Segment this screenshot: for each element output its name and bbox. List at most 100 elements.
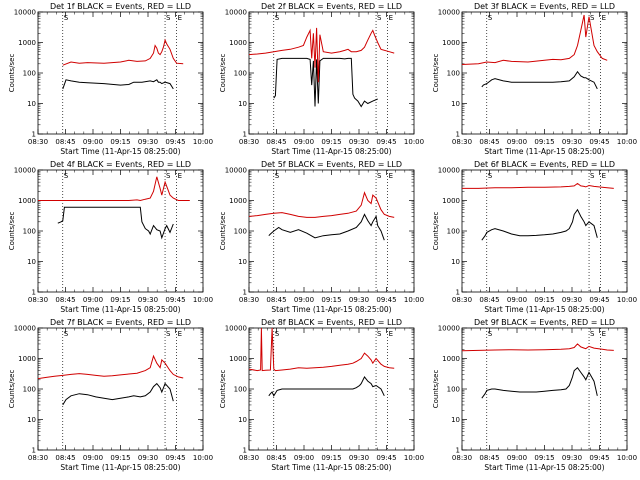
x-tick-label: 09:45 bbox=[589, 138, 609, 146]
x-tick-label: 09:15 bbox=[110, 138, 130, 146]
x-tick-label: 09:00 bbox=[83, 296, 103, 304]
panel-title: Det 9f BLACK = Events, RED = LLD bbox=[474, 318, 615, 327]
time-marker-label: S bbox=[488, 330, 493, 338]
x-tick-label: 09:00 bbox=[294, 138, 314, 146]
x-tick-label: 09:15 bbox=[110, 454, 130, 462]
x-tick-label: 08:45 bbox=[266, 138, 286, 146]
x-tick-label: 09:15 bbox=[534, 454, 554, 462]
time-marker-label: S bbox=[64, 14, 69, 22]
x-tick-label: 08:30 bbox=[28, 138, 48, 146]
time-marker-label: E bbox=[389, 172, 393, 180]
x-tick-label: 08:30 bbox=[239, 454, 259, 462]
x-tick-label: 10:00 bbox=[404, 138, 424, 146]
events-series-line bbox=[481, 70, 598, 90]
x-tick-label: 09:15 bbox=[321, 454, 341, 462]
lld-series-line bbox=[462, 182, 614, 189]
x-tick-label: 09:45 bbox=[589, 296, 609, 304]
x-axis-label: Start Time (11-Apr-15 08:25:00) bbox=[60, 147, 180, 156]
y-tick-label: 1 bbox=[243, 289, 247, 297]
time-marker-label: E bbox=[389, 330, 393, 338]
detector-panel-3: Det 3f BLACK = Events, RED = LLD 1 10 100 10… bbox=[432, 2, 637, 156]
time-marker-label: S bbox=[64, 330, 69, 338]
lld-series-line bbox=[62, 38, 184, 66]
x-tick-label: 09:00 bbox=[294, 454, 314, 462]
y-axis-label: Counts/sec bbox=[219, 212, 227, 251]
x-tick-label: 09:30 bbox=[349, 454, 369, 462]
y-tick-label: 1000 bbox=[18, 355, 36, 363]
time-marker-label: E bbox=[389, 14, 393, 22]
x-tick-label: 08:30 bbox=[452, 454, 472, 462]
y-tick-label: 100 bbox=[234, 228, 247, 236]
lld-series-line bbox=[249, 191, 395, 218]
x-tick-label: 09:00 bbox=[83, 454, 103, 462]
x-tick-label: 08:45 bbox=[55, 454, 75, 462]
time-marker-label: S bbox=[488, 172, 493, 180]
x-tick-label: 09:45 bbox=[165, 138, 185, 146]
time-marker-label: S bbox=[275, 14, 280, 22]
y-tick-label: 1 bbox=[32, 131, 36, 139]
x-axis-label: Start Time (11-Apr-15 08:25:00) bbox=[271, 305, 391, 314]
y-axis-label: Counts/sec bbox=[219, 370, 227, 409]
x-tick-label: 09:15 bbox=[321, 138, 341, 146]
y-tick-label: 100 bbox=[234, 70, 247, 78]
time-marker-label: S bbox=[166, 330, 171, 338]
y-tick-label: 1000 bbox=[442, 197, 460, 205]
y-axis-label: Counts/sec bbox=[8, 370, 16, 409]
x-tick-label: 10:00 bbox=[617, 296, 637, 304]
events-series-line bbox=[481, 208, 598, 241]
events-series-line bbox=[62, 382, 174, 406]
y-tick-label: 10000 bbox=[225, 167, 247, 175]
x-tick-label: 08:30 bbox=[239, 296, 259, 304]
panel-title: Det 2f BLACK = Events, RED = LLD bbox=[261, 2, 402, 11]
panel-title: Det 1f BLACK = Events, RED = LLD bbox=[50, 2, 191, 11]
x-axis-label: Start Time (11-Apr-15 08:25:00) bbox=[60, 463, 180, 472]
x-axis-label: Start Time (11-Apr-15 08:25:00) bbox=[271, 463, 391, 472]
x-tick-label: 08:30 bbox=[452, 138, 472, 146]
y-tick-label: 10 bbox=[238, 416, 247, 424]
x-tick-label: 09:30 bbox=[349, 138, 369, 146]
x-tick-label: 09:30 bbox=[562, 138, 582, 146]
time-marker-label: S bbox=[488, 14, 493, 22]
y-tick-label: 100 bbox=[23, 70, 36, 78]
y-tick-label: 1 bbox=[32, 447, 36, 455]
y-tick-label: 10000 bbox=[225, 325, 247, 333]
y-tick-label: 100 bbox=[447, 228, 460, 236]
x-tick-label: 08:30 bbox=[239, 138, 259, 146]
y-tick-label: 1000 bbox=[18, 197, 36, 205]
x-tick-label: 10:00 bbox=[617, 138, 637, 146]
y-tick-label: 10 bbox=[451, 100, 460, 108]
panel-title: Det 8f BLACK = Events, RED = LLD bbox=[261, 318, 402, 327]
x-tick-label: 10:00 bbox=[193, 296, 213, 304]
y-axis-label: Counts/sec bbox=[8, 212, 16, 251]
y-tick-label: 100 bbox=[447, 70, 460, 78]
time-marker-label: S bbox=[275, 330, 280, 338]
x-tick-label: 09:00 bbox=[507, 138, 527, 146]
x-tick-label: 08:45 bbox=[266, 296, 286, 304]
y-axis-label: Counts/sec bbox=[219, 54, 227, 93]
time-marker-label: S bbox=[275, 172, 280, 180]
time-marker-label: S bbox=[590, 14, 595, 22]
events-series-line bbox=[62, 79, 174, 90]
x-tick-label: 10:00 bbox=[404, 296, 424, 304]
x-tick-label: 09:45 bbox=[376, 296, 396, 304]
x-tick-label: 09:00 bbox=[507, 296, 527, 304]
time-marker-label: S bbox=[590, 172, 595, 180]
time-marker-label: S bbox=[166, 172, 171, 180]
x-tick-label: 08:45 bbox=[479, 296, 499, 304]
y-tick-label: 100 bbox=[447, 386, 460, 394]
time-marker-label: S bbox=[377, 172, 382, 180]
y-tick-label: 10000 bbox=[14, 9, 36, 17]
y-axis-label: Counts/sec bbox=[432, 212, 440, 251]
panel-title: Det 3f BLACK = Events, RED = LLD bbox=[474, 2, 615, 11]
y-tick-label: 10000 bbox=[438, 167, 460, 175]
y-tick-label: 1000 bbox=[442, 355, 460, 363]
detector-panel-6: Det 6f BLACK = Events, RED = LLD 1 10 100 10… bbox=[432, 160, 637, 314]
events-series-line bbox=[273, 57, 378, 108]
x-axis-label: Start Time (11-Apr-15 08:25:00) bbox=[484, 147, 604, 156]
lld-series-line bbox=[462, 14, 608, 65]
x-tick-label: 09:30 bbox=[562, 296, 582, 304]
y-tick-label: 1000 bbox=[229, 355, 247, 363]
y-tick-label: 10 bbox=[451, 416, 460, 424]
events-series-line bbox=[57, 206, 174, 240]
